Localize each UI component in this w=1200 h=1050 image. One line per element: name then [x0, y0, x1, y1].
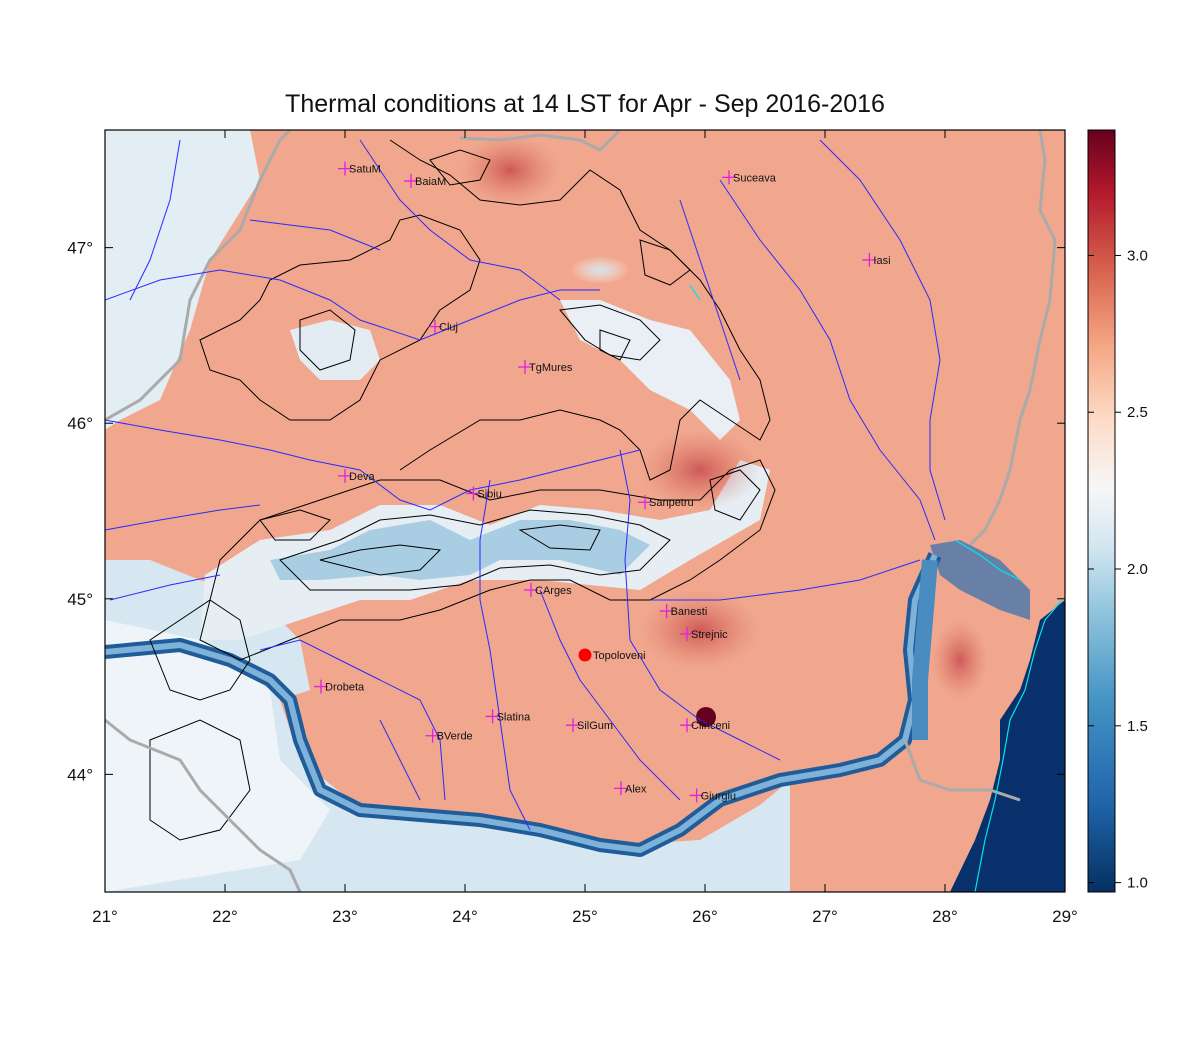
colorbar-tick-label: 1.5 — [1127, 718, 1148, 735]
station-label: SilGum — [577, 720, 613, 732]
lon-tick-label: 25° — [572, 907, 598, 926]
station-marker — [428, 319, 442, 334]
station-label: Cluj — [439, 322, 458, 334]
station-label: Suceava — [733, 172, 777, 184]
colorbar-tick-label: 2.5 — [1127, 404, 1148, 421]
lat-tick-label: 46° — [67, 414, 93, 433]
lat-tick-label: 47° — [67, 239, 93, 258]
station-marker — [862, 252, 877, 267]
black-sea — [950, 600, 1065, 892]
country-borders — [105, 130, 1057, 892]
hot-spot-north — [460, 135, 560, 205]
station-label: Alex — [625, 783, 647, 795]
station-marker — [659, 604, 674, 619]
lat-tick-label: 44° — [67, 765, 93, 784]
station-label: Giurgiu — [701, 790, 736, 802]
lon-tick-label: 23° — [332, 907, 358, 926]
elevation-contours — [149, 139, 776, 841]
highlight-station-marker — [578, 648, 592, 662]
rivers — [105, 139, 946, 831]
station-marker — [722, 170, 736, 185]
station-label: SatuM — [349, 164, 381, 176]
lon-tick-label: 24° — [452, 907, 478, 926]
colorbar-tick-label: 1.0 — [1127, 875, 1148, 892]
hot-spot-strejnic — [640, 590, 760, 670]
station-label: BVerde — [437, 731, 473, 743]
station-marker — [614, 781, 628, 796]
southwest-lighter — [105, 620, 330, 892]
station-label: Banesti — [671, 606, 708, 618]
station-marker — [689, 788, 704, 803]
danube-cool-ribbon-east — [912, 559, 938, 740]
station-label: Sanpetru — [649, 497, 694, 509]
axis-ticks: 21° 22° 23° 24° 25° 26° 27° 28° 29° 44° 45° 46° 47° — [67, 130, 1078, 926]
station-label: TgMures — [529, 362, 573, 374]
lon-tick-label: 28° — [932, 907, 958, 926]
danube-delta-water — [930, 540, 1030, 620]
station-marker — [524, 583, 538, 598]
station-label: Slatina — [497, 711, 532, 723]
hot-spot-bucharest — [696, 707, 716, 727]
station-marker — [638, 495, 652, 510]
highlight-station-label: Topoloveni — [593, 650, 646, 662]
colorbar-tick-label: 2.0 — [1127, 561, 1148, 578]
station-label: Deva — [349, 471, 376, 483]
station-marker — [485, 709, 500, 724]
station-marker — [466, 486, 481, 501]
west-cool-area — [105, 130, 260, 430]
map-field — [105, 130, 1065, 892]
lat-tick-label: 45° — [67, 590, 93, 609]
colorbar-ticks: 1.0 1.5 2.0 2.5 3.0 — [1088, 247, 1148, 892]
page-title: Thermal conditions at 14 LST for Apr - S… — [285, 90, 885, 118]
danube-river-light — [105, 553, 938, 854]
station-label: Clinceni — [691, 720, 730, 732]
station-marker — [566, 718, 580, 733]
cool-spot-north — [570, 256, 630, 284]
hot-spot-brasov — [640, 430, 760, 510]
lon-tick-label: 29° — [1052, 907, 1078, 926]
station-marker — [338, 468, 352, 483]
colorbar — [1087, 129, 1116, 893]
station-label: Strejnic — [691, 629, 728, 641]
station-marker — [425, 728, 440, 743]
coastline — [689, 284, 1063, 892]
station-label: Iasi — [873, 255, 890, 267]
lon-tick-label: 22° — [212, 907, 238, 926]
station-marker — [404, 173, 418, 188]
station-label: BaiaM — [415, 176, 446, 188]
station-marker — [518, 360, 532, 375]
station-label: Drobeta — [325, 682, 365, 694]
hot-spot-dobrogea — [932, 620, 988, 700]
station-markers: SatuM BaiaM Suceava Iasi Cluj TgMures Deva Sibi… — [314, 161, 891, 803]
apuseni-cool — [290, 320, 380, 380]
station-marker — [314, 679, 328, 694]
station-label: CArges — [535, 585, 572, 597]
lon-tick-label: 21° — [92, 907, 118, 926]
station-marker — [338, 161, 352, 176]
station-marker — [680, 718, 694, 733]
colorbar-tick-label: 3.0 — [1127, 247, 1148, 264]
station-marker — [680, 626, 694, 641]
carpathian-blue-core — [270, 520, 650, 580]
lon-tick-label: 27° — [812, 907, 838, 926]
station-label: Sibiu — [477, 488, 501, 500]
lon-tick-label: 26° — [692, 907, 718, 926]
